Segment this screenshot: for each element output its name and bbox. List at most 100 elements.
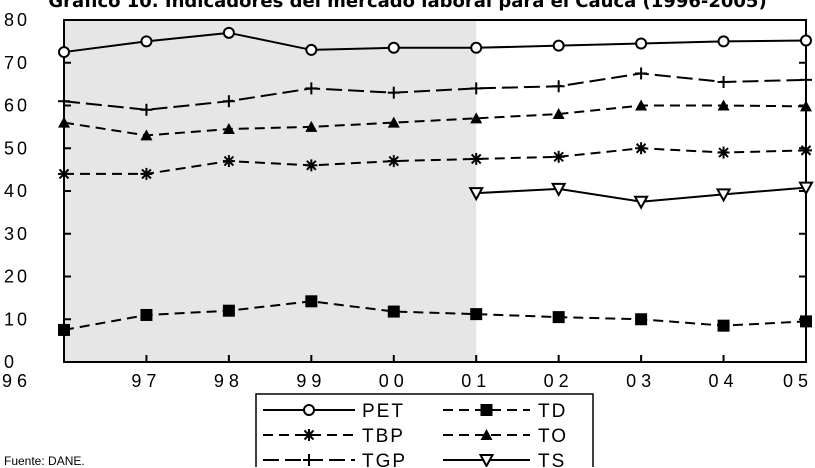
data-point-tgp	[58, 95, 70, 108]
data-point-tgp	[305, 82, 318, 95]
data-point-ts	[715, 188, 732, 203]
legend-label-ts: TS	[538, 451, 566, 467]
data-point-pet	[470, 41, 483, 54]
data-point-tgp	[800, 73, 812, 86]
data-point-td	[635, 313, 648, 326]
data-point-to	[387, 116, 400, 128]
shaded-period	[64, 20, 477, 362]
data-point-td	[717, 319, 730, 332]
data-point-tgp	[470, 82, 483, 95]
data-point-to	[635, 99, 648, 111]
y-tick-label: 0	[4, 352, 17, 372]
data-point-ts	[550, 182, 567, 197]
legend-label-td: TD	[538, 401, 567, 422]
chart-title: Gráfico 10. Indicadores del mercado labo…	[48, 0, 767, 11]
data-point-tbp	[800, 144, 812, 157]
data-point-pet	[717, 35, 730, 48]
data-point-td	[58, 323, 70, 336]
x-tick-label: 98	[214, 371, 244, 391]
series-line-td	[63, 300, 807, 331]
data-point-tgp	[222, 95, 235, 108]
legend-label-tbp: TBP	[362, 426, 405, 447]
series-line-pet	[63, 31, 807, 54]
data-point-tbp	[717, 146, 730, 159]
data-point-to	[717, 99, 730, 111]
series-line-tbp	[64, 147, 807, 175]
data-point-td	[800, 315, 812, 328]
x-tick-label: 96	[2, 371, 32, 391]
data-point-tbp	[552, 150, 565, 163]
data-point-pet	[58, 46, 70, 59]
data-point-tbp	[305, 159, 318, 172]
series-line-to	[63, 104, 807, 137]
y-tick-label: 70	[4, 53, 30, 73]
data-point-pet	[222, 26, 235, 39]
data-point-td	[552, 311, 565, 324]
data-point-to	[552, 108, 565, 120]
shaded-region	[64, 20, 477, 362]
source-note: Fuente: DANE.	[4, 454, 85, 468]
legend-marker-ts	[478, 454, 495, 467]
data-point-td	[470, 308, 483, 321]
data-point-to	[800, 100, 812, 112]
data-point-pet	[387, 41, 400, 54]
data-point-tbp	[140, 167, 153, 180]
y-tick-label: 50	[4, 138, 30, 158]
data-point-to	[305, 120, 318, 132]
data-point-td	[305, 295, 318, 308]
data-point-td	[222, 304, 235, 317]
x-tick-label: 03	[626, 371, 656, 391]
data-point-tgp	[140, 103, 153, 116]
data-point-tbp	[58, 167, 70, 180]
y-axis: 0 10 20 30 40 50 60 70 80	[4, 10, 806, 372]
data-point-tgp	[552, 80, 565, 93]
data-point-ts	[633, 195, 649, 210]
data-point-pet	[305, 43, 318, 56]
legend-marker-pet	[303, 404, 315, 416]
data-point-tbp	[470, 152, 483, 165]
legend-label-tgp: TGP	[362, 451, 407, 467]
x-tick-label: 01	[461, 371, 491, 391]
series-line-tgp	[63, 72, 807, 111]
data-point-tbp	[635, 142, 648, 155]
legend-marker-tgp	[303, 454, 315, 466]
data-point-to	[470, 112, 483, 124]
x-tick-label: 97	[131, 371, 161, 391]
data-point-pet	[552, 39, 565, 52]
x-tick-label: 00	[379, 371, 409, 391]
data-point-tgp	[717, 75, 730, 88]
data-point-td	[140, 308, 153, 321]
x-tick-label: 05	[783, 371, 813, 391]
x-tick-label: 04	[709, 371, 739, 391]
y-tick-label: 80	[4, 10, 30, 30]
data-point-to	[140, 129, 153, 141]
data-point-tbp	[387, 155, 400, 168]
legend-label-pet: PET	[362, 401, 405, 422]
data-point-pet	[635, 37, 648, 50]
legend-label-to: TO	[538, 426, 568, 447]
data-point-to	[58, 116, 70, 128]
x-tick-label: 99	[296, 371, 326, 391]
data-point-tgp	[635, 67, 648, 80]
legend-marker-td	[480, 404, 493, 416]
x-tick-label: 02	[544, 371, 574, 391]
y-tick-label: 40	[4, 181, 30, 201]
data-point-pet	[800, 34, 812, 47]
y-tick-label: 10	[4, 309, 30, 329]
x-axis: 96 97 98 99 00 01 02 03 04 05	[2, 355, 813, 391]
data-point-tgp	[387, 86, 400, 99]
data-point-pet	[140, 35, 153, 48]
data-point-td	[387, 305, 400, 318]
y-tick-label: 20	[4, 267, 30, 287]
data-point-ts	[468, 187, 484, 202]
y-tick-label: 60	[4, 96, 30, 116]
data-point-ts	[798, 181, 814, 196]
data-point-to	[222, 123, 235, 135]
legend: PET TD TBP TO TGP TS	[255, 393, 594, 467]
series-group	[58, 26, 814, 336]
data-point-tbp	[222, 155, 235, 168]
y-tick-label: 30	[4, 224, 30, 244]
legend-marker-to	[480, 429, 493, 440]
legend-marker-tbp	[303, 429, 315, 441]
